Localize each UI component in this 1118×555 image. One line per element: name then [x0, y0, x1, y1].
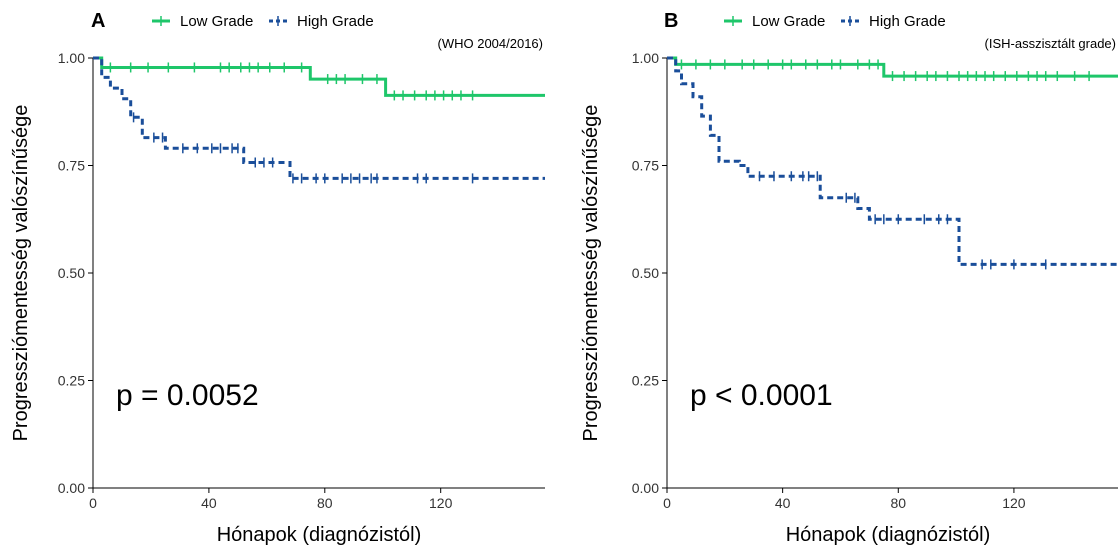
x-tick-label: 120	[1002, 495, 1026, 511]
y-axis-title: Progressziómentesség valószínűsége	[580, 105, 602, 442]
series-line-high-grade	[93, 56, 545, 180]
y-tick-label: 0.00	[58, 480, 85, 496]
p-value-annotation: p = 0.0052	[116, 379, 259, 412]
x-axis-title: Hónapok (diagnózistól)	[217, 524, 422, 546]
panel-b: B Low Grade High Grade (ISH-asszisztált gra…	[580, 10, 1118, 546]
y-tick-label: 0.50	[58, 265, 85, 281]
panel-letter: B	[664, 10, 678, 32]
x-tick-label: 80	[890, 495, 906, 511]
y-tick-label: 0.75	[632, 158, 659, 174]
x-tick-label: 80	[317, 495, 333, 511]
y-tick-label: 0.25	[632, 373, 659, 389]
legend-label: Low Grade	[180, 13, 253, 30]
panel-letter: A	[91, 10, 105, 32]
legend-label: High Grade	[869, 13, 946, 30]
panel-a: A Low Grade High Grade(WHO 2004/2016)0.000…	[10, 10, 545, 546]
series-line-high-grade	[667, 56, 1118, 266]
x-tick-label: 0	[663, 495, 671, 511]
chart-subtitle: (WHO 2004/2016)	[438, 36, 544, 51]
y-tick-label: 0.00	[632, 480, 659, 496]
series-line-low-grade	[93, 56, 545, 97]
x-tick-label: 40	[775, 495, 791, 511]
y-tick-label: 1.00	[632, 50, 659, 66]
p-value-annotation: p < 0.0001	[690, 379, 833, 412]
y-axis-title: Progressziómentesség valószínűsége	[10, 105, 32, 442]
x-axis-title: Hónapok (diagnózistól)	[786, 524, 991, 546]
series-line-low-grade	[667, 56, 1118, 78]
x-tick-label: 40	[201, 495, 217, 511]
legend-label: Low Grade	[752, 13, 825, 30]
chart-subtitle: (ISH-asszisztált grade)	[985, 36, 1116, 51]
y-tick-label: 0.50	[632, 265, 659, 281]
y-tick-label: 0.25	[58, 373, 85, 389]
y-tick-label: 0.75	[58, 158, 85, 174]
y-tick-label: 1.00	[58, 50, 85, 66]
x-tick-label: 120	[429, 495, 453, 511]
legend-label: High Grade	[297, 13, 374, 30]
x-tick-label: 0	[89, 495, 97, 511]
